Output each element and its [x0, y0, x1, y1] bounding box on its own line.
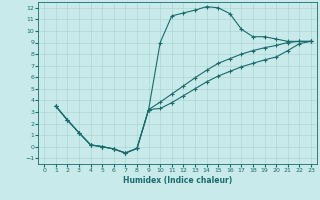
X-axis label: Humidex (Indice chaleur): Humidex (Indice chaleur) — [123, 176, 232, 185]
